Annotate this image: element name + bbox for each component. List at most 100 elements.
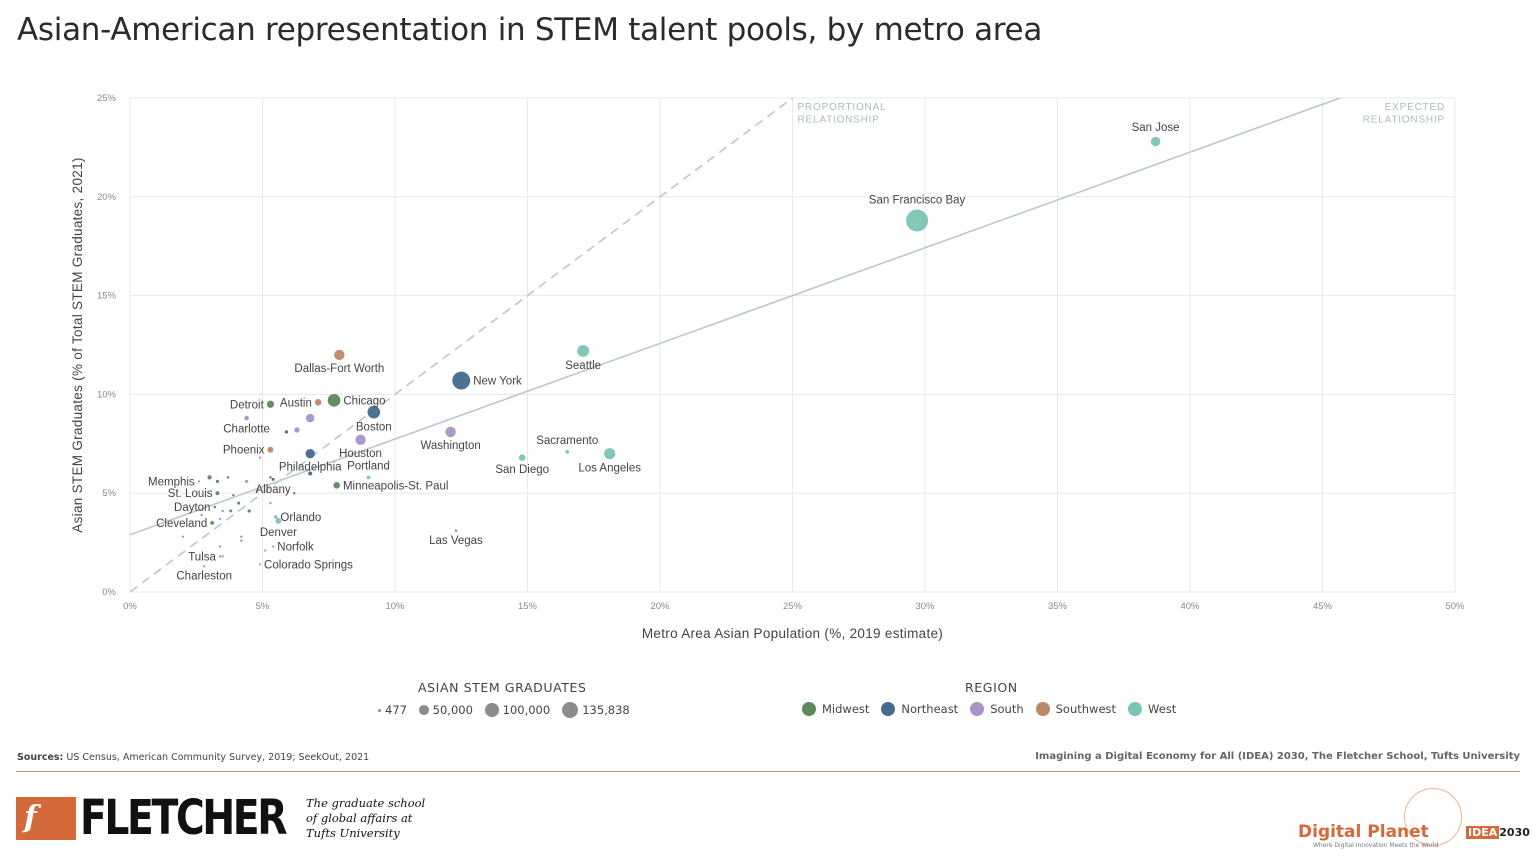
point-unlabeled	[221, 555, 224, 558]
point-label-portland: Portland	[347, 461, 390, 473]
point-unlabeled	[181, 535, 185, 538]
point-label-philadelphia: Philadelphia	[279, 461, 342, 473]
x-tick-label: 50%	[1445, 601, 1465, 612]
proportional-line	[130, 98, 793, 592]
point-phoenix	[267, 446, 274, 453]
digital-planet-logo: Digital Planet	[1298, 822, 1429, 842]
size-legend-label: 50,000	[432, 703, 473, 717]
digital-planet-tagline: Where Digital Innovation Meets the World	[1313, 842, 1439, 849]
x-tick-label: 10%	[385, 601, 405, 612]
region-legend-item: Northeast	[881, 702, 958, 716]
point-unlabeled	[232, 493, 235, 497]
point-label-sacramento: Sacramento	[536, 435, 598, 447]
expected-label: EXPECTED RELATIONSHIP	[1363, 102, 1445, 126]
region-legend-dot	[1128, 702, 1143, 716]
point-unlabeled	[308, 471, 313, 476]
point-label-dayton: Dayton	[174, 502, 210, 514]
region-legend-item: Southwest	[1035, 702, 1117, 716]
region-legend-label: South	[990, 702, 1024, 716]
point-unlabeled	[237, 501, 241, 505]
point-chicago	[327, 393, 341, 407]
point-label-detroit: Detroit	[230, 399, 265, 411]
x-tick-label: 5%	[256, 601, 270, 612]
x-tick-label: 15%	[518, 601, 538, 612]
point-label-new-york: New York	[473, 376, 522, 388]
sources-label: Sources:	[17, 752, 64, 763]
size-legend-label: 477	[385, 703, 407, 717]
y-tick-label: 5%	[102, 488, 116, 499]
point-houston	[355, 434, 366, 446]
size-legend-item: 135,838	[562, 702, 630, 718]
point-boston	[367, 405, 381, 419]
point-label-tulsa: Tulsa	[188, 551, 216, 563]
point-label-las-vegas: Las Vegas	[429, 535, 483, 547]
point-cleveland	[210, 520, 215, 525]
point-unlabeled	[221, 509, 224, 513]
point-unlabeled	[240, 539, 243, 542]
region-legend-dot	[881, 702, 896, 716]
y-tick-label: 15%	[97, 291, 117, 302]
point-unlabeled	[284, 430, 288, 434]
region-legend-dot	[802, 702, 816, 716]
point-dayton	[213, 505, 217, 509]
point-label-norfolk: Norfolk	[277, 542, 314, 554]
point-label-san-francisco-bay: San Francisco Bay	[869, 195, 966, 207]
x-tick-label: 45%	[1313, 601, 1333, 612]
point-unlabeled	[269, 476, 272, 479]
region-legend-dot	[1035, 702, 1050, 716]
point-label-boston: Boston	[356, 422, 392, 434]
sources-note: Sources: US Census, American Community S…	[17, 752, 369, 763]
y-axis-label: Asian STEM Graduates (% of Total STEM Gr…	[70, 157, 85, 532]
globe-icon	[1404, 788, 1462, 846]
credit-line: Imagining a Digital Economy for All (IDE…	[1035, 751, 1520, 762]
sources-text: US Census, American Community Survey, 20…	[63, 752, 370, 763]
region-legend-item: Midwest	[802, 702, 869, 716]
region-legend-item: West	[1128, 702, 1176, 716]
x-tick-label: 0%	[123, 601, 137, 612]
point-denver	[275, 517, 282, 524]
point-unlabeled	[218, 545, 222, 548]
point-unlabeled	[258, 456, 262, 459]
point-charlotte	[244, 415, 249, 421]
point-label-chicago: Chicago	[343, 395, 385, 407]
footer-divider	[16, 771, 1520, 772]
point-philadelphia	[305, 448, 315, 459]
point-unlabeled	[269, 501, 272, 505]
point-austin	[314, 399, 322, 406]
point-label-seattle: Seattle	[565, 360, 601, 372]
size-legend-item: 100,000	[484, 703, 551, 717]
proportional-label: PROPORTIONAL RELATIONSHIP	[798, 102, 887, 126]
fletcher-logo-mark: f	[16, 797, 76, 840]
point-label-los-angeles: Los Angeles	[578, 462, 641, 474]
point-orlando	[274, 515, 278, 519]
point-unlabeled	[294, 427, 300, 433]
point-las-vegas	[454, 529, 458, 533]
point-unlabeled	[226, 476, 230, 479]
region-legend-title: REGION	[965, 680, 1018, 695]
point-label-charleston: Charleston	[176, 571, 232, 583]
point-unlabeled	[256, 490, 259, 493]
region-legend: Midwest Northeast South Southwest West	[802, 702, 1188, 716]
fletcher-logo-word: FLETCHER	[80, 790, 288, 846]
point-label-san-jose: San Jose	[1132, 122, 1180, 134]
point-new-york	[452, 371, 471, 390]
point-san-jose	[1150, 136, 1161, 147]
y-tick-label: 25%	[97, 93, 117, 104]
region-legend-label: Northeast	[901, 702, 959, 716]
point-label-austin: Austin	[280, 397, 312, 409]
x-tick-label: 35%	[1048, 601, 1068, 612]
size-legend-label: 135,838	[582, 703, 630, 717]
page-title: Asian-American representation in STEM ta…	[17, 12, 1043, 48]
point-seattle	[577, 344, 590, 357]
size-legend-label: 100,000	[502, 703, 551, 717]
point-san-diego	[518, 454, 526, 461]
point-unlabeled	[247, 509, 251, 513]
point-label-albany: Albany	[256, 484, 291, 496]
size-legend-item: 50,000	[418, 703, 473, 717]
point-dallas-fort-worth	[334, 349, 345, 361]
size-legend-dot	[418, 705, 429, 715]
region-legend-label: Midwest	[822, 702, 870, 716]
region-legend-label: Southwest	[1055, 702, 1117, 716]
size-legend-dot	[562, 702, 579, 718]
point-unlabeled	[207, 475, 212, 480]
